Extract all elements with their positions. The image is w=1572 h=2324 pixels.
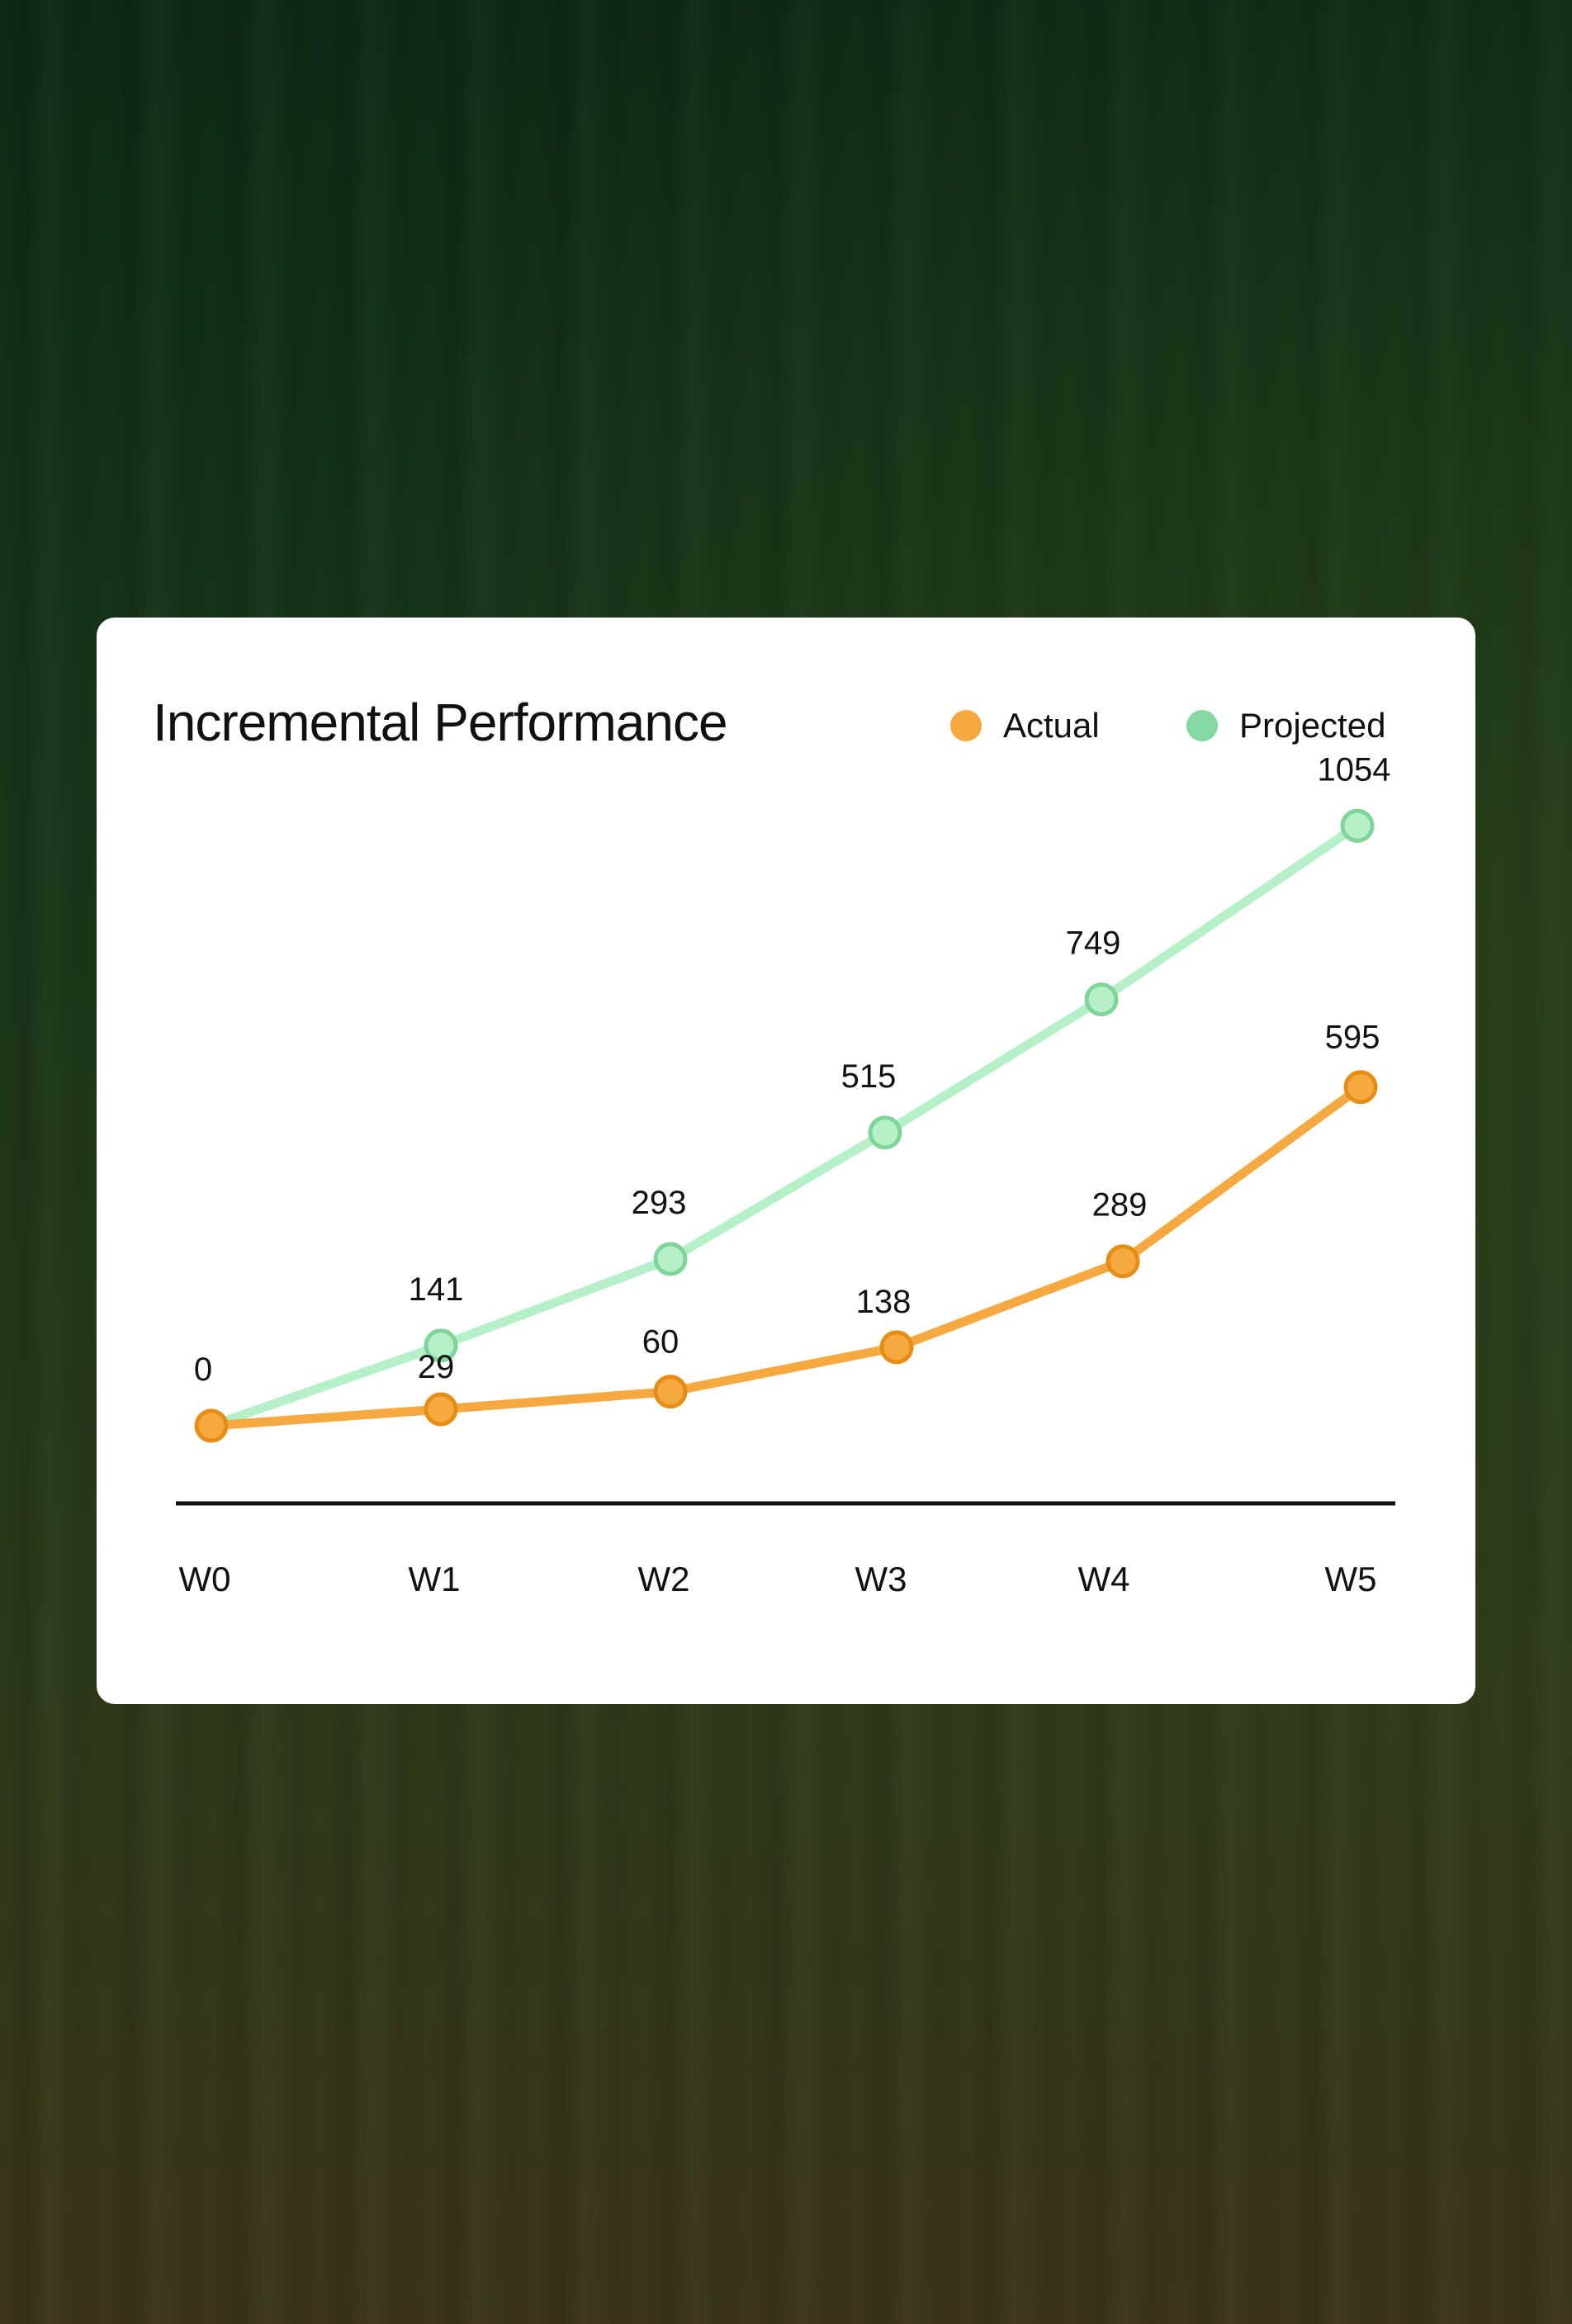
data-label-projected-w2: 293	[632, 1185, 687, 1221]
point-actual-w5	[1343, 1070, 1378, 1105]
chart-title: Incremental Performance	[153, 693, 728, 752]
legend-swatch-actual	[950, 710, 982, 741]
chart-card	[97, 618, 1475, 1704]
series-line-actual	[206, 1082, 1366, 1431]
point-actual-w0	[194, 1408, 229, 1443]
point-actual-w2	[653, 1375, 688, 1409]
legend-label-projected: Projected	[1239, 706, 1386, 745]
legend-item-actual: Actual	[950, 706, 1100, 745]
x-tick-label-w1: W1	[409, 1560, 461, 1598]
data-label-actual-w0: 0	[194, 1351, 212, 1388]
point-actual-w1	[424, 1392, 458, 1427]
data-label-actual-w2: 60	[642, 1324, 679, 1361]
series-line-projected	[206, 821, 1362, 1431]
point-actual-w3	[879, 1330, 914, 1365]
x-tick-label-w2: W2	[638, 1560, 690, 1598]
x-tick-label-w0: W0	[179, 1560, 231, 1598]
point-projected-w2	[653, 1242, 688, 1276]
point-projected-w3	[868, 1115, 902, 1150]
data-label-actual-w1: 29	[418, 1349, 455, 1385]
data-label-actual-w3: 138	[856, 1284, 911, 1320]
data-label-actual-w4: 289	[1092, 1187, 1148, 1224]
data-label-projected-w5: 1054	[1318, 751, 1391, 788]
legend-item-projected: Projected	[1186, 706, 1385, 745]
x-tick-label-w5: W5	[1325, 1560, 1377, 1598]
point-projected-w1	[424, 1328, 458, 1363]
point-projected-w4	[1084, 982, 1119, 1017]
x-tick-label-w4: W4	[1078, 1560, 1130, 1598]
data-label-projected-w4: 749	[1066, 925, 1121, 962]
legend-label-actual: Actual	[1003, 706, 1100, 745]
x-tick-label-w3: W3	[855, 1560, 907, 1598]
point-actual-w4	[1106, 1244, 1140, 1279]
data-label-actual-w5: 595	[1325, 1020, 1380, 1056]
point-projected-w5	[1340, 808, 1375, 843]
data-label-projected-w3: 515	[841, 1058, 897, 1095]
legend-swatch-projected	[1186, 710, 1218, 741]
data-label-projected-w1: 141	[409, 1271, 464, 1308]
